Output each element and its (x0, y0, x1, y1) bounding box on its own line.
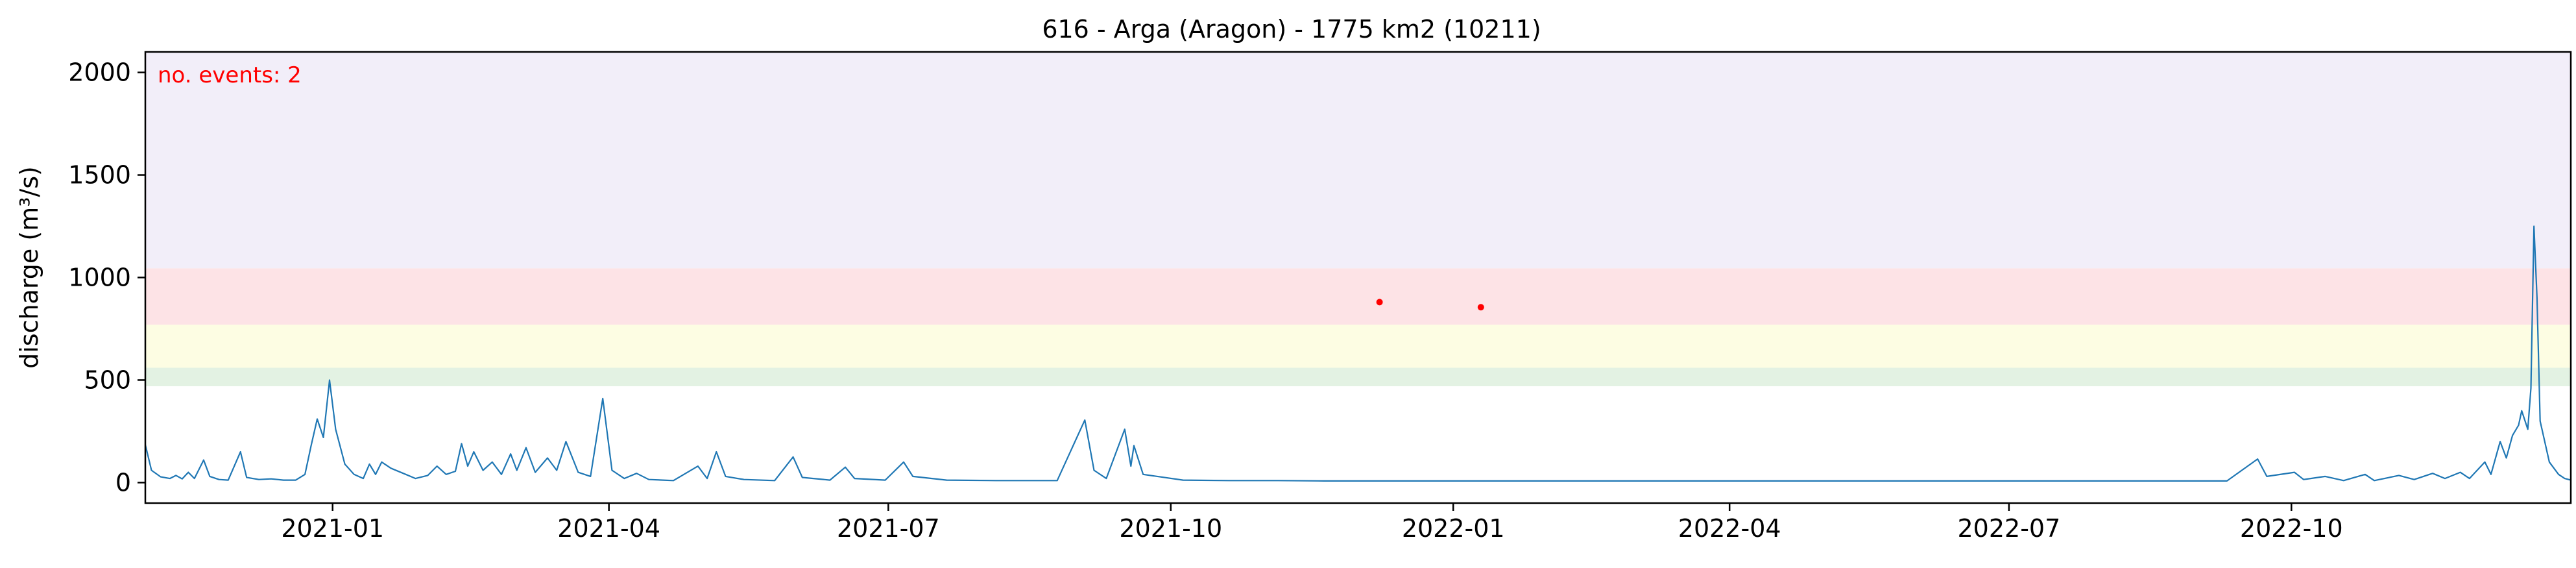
x-tick-label-0: 2021-01 (281, 514, 384, 543)
x-tick-label-2: 2021-07 (837, 514, 940, 543)
threshold-band-1 (145, 325, 2571, 368)
threshold-bands (145, 52, 2571, 386)
chart-title: 616 - Arga (Aragon) - 1775 km2 (10211) (1042, 15, 1541, 43)
threshold-band-3 (145, 52, 2571, 269)
y-tick-label-0: 0 (115, 468, 131, 497)
y-tick-label-2: 1000 (68, 264, 131, 292)
y-axis-label: discharge (m³/s) (15, 166, 43, 369)
discharge-line-0 (144, 225, 2571, 482)
y-tick-label-4: 2000 (68, 58, 131, 87)
x-tick-label-6: 2022-07 (1957, 514, 2060, 543)
x-axis: 2021-01 2021-04 2021-07 2021-10 2022-01 2022-… (281, 503, 2343, 543)
event-marker-1 (1477, 304, 1484, 311)
x-tick-label-7: 2022-10 (2240, 514, 2343, 543)
discharge-series (144, 225, 2571, 482)
event-count-annotation: no. events: 2 (158, 62, 302, 88)
y-tick-label-3: 1500 (68, 161, 131, 190)
x-tick-label-4: 2022-01 (1402, 514, 1505, 543)
event-markers (1376, 299, 1484, 311)
event-marker-0 (1376, 299, 1383, 306)
threshold-band-0 (145, 367, 2571, 386)
threshold-band-2 (145, 268, 2571, 325)
x-tick-label-3: 2021-10 (1119, 514, 1222, 543)
y-axis: 0 500 1000 1500 2000 (68, 58, 145, 497)
y-tick-label-1: 500 (84, 365, 131, 394)
x-tick-label-5: 2022-04 (1678, 514, 1781, 543)
x-tick-label-1: 2021-04 (557, 514, 660, 543)
